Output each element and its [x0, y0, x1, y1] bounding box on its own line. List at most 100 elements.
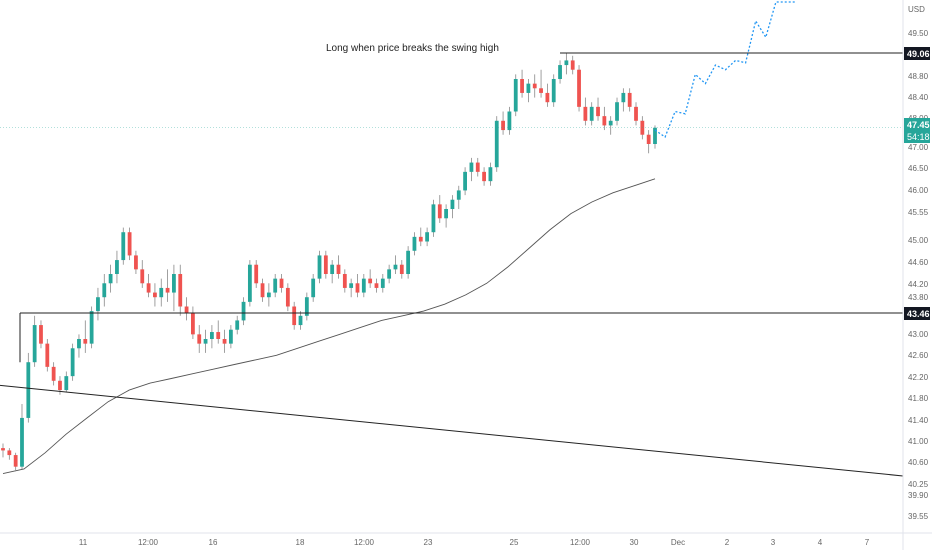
candle [507, 106, 512, 135]
candle [39, 320, 43, 349]
candles-layer [1, 53, 657, 472]
candle [589, 102, 594, 126]
time-axis[interactable]: 11 12:00 16 18 12:00 23 25 12:00 30 Dec 2 3 4 7 [79, 538, 870, 547]
candle [51, 362, 56, 386]
candle [209, 325, 214, 349]
time-tick-label: 23 [424, 538, 433, 547]
candle [26, 352, 31, 423]
candle [222, 329, 227, 353]
candle [191, 306, 195, 339]
candle [412, 232, 417, 256]
candle [70, 343, 75, 381]
candle [64, 371, 69, 393]
candle [532, 74, 537, 98]
price-tick-label: 42.20 [908, 373, 929, 382]
time-tick-label: 18 [296, 538, 305, 547]
countdown-label: 54:18 [904, 131, 930, 143]
candle [374, 278, 379, 293]
candle [393, 255, 398, 274]
candle [32, 315, 37, 367]
candle [121, 227, 126, 265]
trend-line[interactable] [0, 384, 904, 477]
candle [494, 116, 499, 172]
candle [399, 260, 404, 279]
currency-label[interactable]: USD [908, 5, 925, 14]
moving-average-layer [2, 178, 656, 475]
candle [336, 255, 341, 279]
candle [140, 260, 145, 288]
candle [361, 274, 366, 298]
candle [501, 111, 505, 135]
price-tick-label: 46.00 [908, 186, 929, 195]
candle [602, 106, 607, 131]
price-tick-label: 45.00 [908, 236, 929, 245]
time-tick-label: 30 [630, 538, 639, 547]
time-tick-label: 7 [865, 538, 870, 547]
candle [216, 320, 221, 344]
candle [172, 264, 176, 312]
candle [292, 301, 297, 330]
candle [551, 74, 556, 107]
price-tick-label: 40.60 [908, 458, 929, 467]
candle [184, 297, 189, 321]
time-tick-label: 11 [79, 538, 88, 547]
candle [482, 167, 486, 186]
candle [545, 83, 550, 107]
price-tick-label: 39.90 [908, 491, 929, 500]
candle [349, 278, 354, 298]
candle [235, 315, 240, 335]
note-annotation[interactable]: Long when price breaks the swing high [326, 43, 499, 54]
candle [380, 274, 385, 293]
price-tick-label: 49.50 [908, 29, 929, 38]
time-tick-label: Dec [671, 538, 685, 547]
time-tick-label: 25 [510, 538, 519, 547]
candle [134, 250, 138, 274]
candle [298, 311, 303, 330]
price-tick-label: 44.20 [908, 280, 929, 289]
candle [330, 260, 335, 284]
candle [342, 269, 347, 293]
candle [463, 167, 467, 196]
candle [615, 97, 619, 126]
candle [108, 264, 113, 293]
last-price-label: 47.45 [904, 118, 930, 131]
price-tick-label: 45.55 [908, 208, 929, 217]
annotation-lines-layer[interactable] [0, 52, 904, 477]
candle [387, 264, 392, 284]
price-tick-label: 40.25 [908, 480, 929, 489]
candle [146, 274, 151, 298]
candle [7, 448, 12, 460]
price-tick-label: 43.00 [908, 330, 929, 339]
candle [469, 157, 474, 182]
candle [634, 102, 638, 126]
time-tick-label: 16 [209, 538, 218, 547]
candle [260, 278, 265, 302]
time-tick-label: 2 [725, 538, 730, 547]
candle [20, 404, 24, 469]
time-tick-label: 3 [771, 538, 776, 547]
candle [241, 297, 246, 326]
candle [304, 292, 309, 321]
candle [1, 443, 5, 458]
candle [368, 269, 373, 288]
candle [418, 227, 423, 247]
price-tick-label: 41.00 [908, 437, 929, 446]
candle [115, 250, 119, 284]
time-tick-label: 4 [818, 538, 823, 547]
candle [279, 274, 284, 293]
candle [450, 195, 455, 219]
moving-average-line [2, 178, 656, 475]
candle [317, 250, 322, 284]
price-tick-label: 43.80 [908, 293, 929, 302]
candle [456, 185, 461, 209]
candle [564, 53, 569, 75]
candle [285, 283, 290, 312]
time-tick-label: 12:00 [138, 538, 159, 547]
candle [425, 227, 430, 247]
time-tick-label: 12:00 [570, 538, 591, 547]
price-axis[interactable]: 49.5049.1548.8048.4048.0047.7047.0046.50… [908, 29, 929, 521]
candle [13, 452, 18, 472]
candle [273, 274, 278, 298]
candle [102, 274, 107, 307]
